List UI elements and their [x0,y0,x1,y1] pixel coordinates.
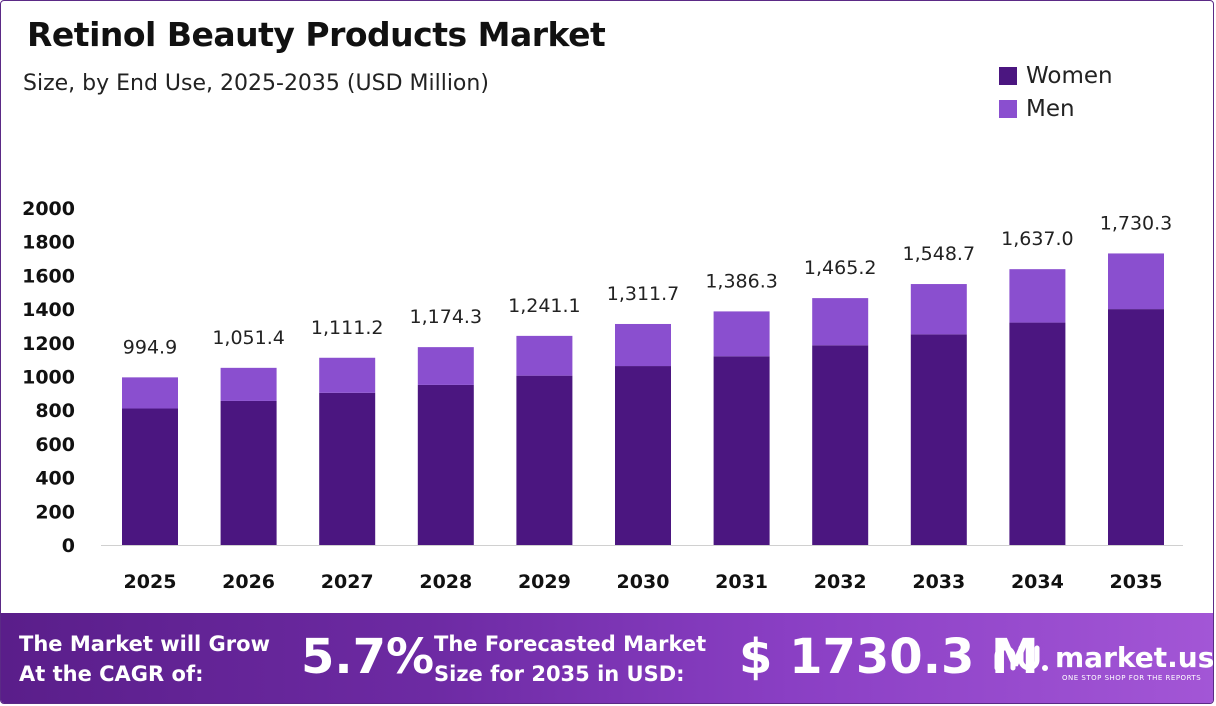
bar-chart: 0 200 400 600 800 1000 1200 1400 1600 1800 2000 994… [22,198,1183,593]
bar-men-2027 [319,357,376,393]
cagr-label: The Market will Grow At the CAGR of: [19,632,270,686]
bar-men-2032 [812,298,869,346]
y-tick-label: 2000 [22,198,75,220]
bar-total-label: 1,111.2 [311,317,384,339]
x-tick-label: 2031 [715,571,768,593]
x-tick-label: 2033 [912,571,965,593]
bar-men-2034 [1009,269,1066,323]
bar-women-2034 [1009,322,1066,545]
bar-women-2025 [122,408,178,545]
market-us-logo-icon [994,645,1048,671]
x-tick-label: 2035 [1110,571,1163,593]
chart-subtitle: Size, by End Use, 2025-2035 (USD Million… [23,71,489,96]
bar-total-label: 1,241.1 [508,295,581,317]
x-tick-label: 2025 [124,571,177,593]
bar-women-2032 [812,345,869,545]
bar-men-2026 [220,367,277,401]
footer-banner: The Market will Grow At the CAGR of: 5.7… [1,613,1214,703]
x-tick-label: 2034 [1011,571,1064,593]
brand-tagline: ONE STOP SHOP FOR THE REPORTS [1062,674,1202,682]
chart-title: Retinol Beauty Products Market [27,15,606,54]
x-tick-label: 2030 [617,571,670,593]
legend-label-women: Women [1026,62,1113,89]
y-tick-label: 1400 [22,299,75,321]
bar-men-2033 [910,284,967,335]
bar-women-2029 [516,375,573,545]
bar-men-2030 [615,323,671,367]
bar-total-label: 1,174.3 [410,306,483,328]
bar-women-2035 [1108,309,1164,545]
bar-total-label: 1,051.4 [212,327,285,349]
legend-label-men: Men [1026,95,1075,122]
y-tick-label: 1200 [22,333,75,355]
legend-swatch-men [999,99,1017,118]
bar-women-2028 [417,384,474,545]
bar-total-label: 1,548.7 [903,243,976,265]
bar-total-label: 1,386.3 [705,270,778,292]
bar-women-2031 [713,356,770,545]
legend-item-men: Men [999,92,1113,125]
bar-women-2033 [910,334,967,545]
x-tick-label: 2029 [518,571,571,593]
legend-item-women: Women [999,59,1113,92]
bar-men-2031 [713,311,770,357]
bar-total-label: 1,637.0 [1001,228,1074,250]
x-tick-label: 2026 [222,571,275,593]
bar-women-2026 [220,400,277,545]
y-tick-label: 0 [62,535,75,557]
bar-men-2025 [122,377,178,409]
x-tick-label: 2027 [321,571,374,593]
y-tick-label: 200 [35,501,75,523]
y-tick-label: 1600 [22,265,75,287]
y-tick-label: 600 [35,434,75,456]
legend: Women Men [999,59,1113,125]
y-tick-label: 400 [35,468,75,490]
brand-name: market.us [1055,641,1214,674]
cagr-value: 5.7% [301,629,435,685]
bar-men-2028 [417,347,474,385]
bar-women-2030 [615,366,671,545]
bar-women-2027 [319,392,376,545]
bar-total-label: 1,730.3 [1100,212,1173,234]
y-tick-label: 1800 [22,232,75,254]
bar-men-2029 [516,335,573,376]
y-tick-label: 1000 [22,367,75,389]
y-tick-label: 800 [35,400,75,422]
bar-total-label: 994.9 [123,336,177,358]
brand-logo: market.us [993,641,1214,674]
bar-total-label: 1,465.2 [804,257,877,279]
forecast-label: The Forecasted Market Size for 2035 in U… [434,632,707,686]
bar-men-2035 [1108,253,1164,310]
x-tick-label: 2032 [814,571,867,593]
bar-total-label: 1,311.7 [607,283,680,305]
legend-swatch-women [999,66,1017,85]
forecast-value: $ 1730.3 M [739,629,1039,685]
x-tick-label: 2028 [419,571,472,593]
